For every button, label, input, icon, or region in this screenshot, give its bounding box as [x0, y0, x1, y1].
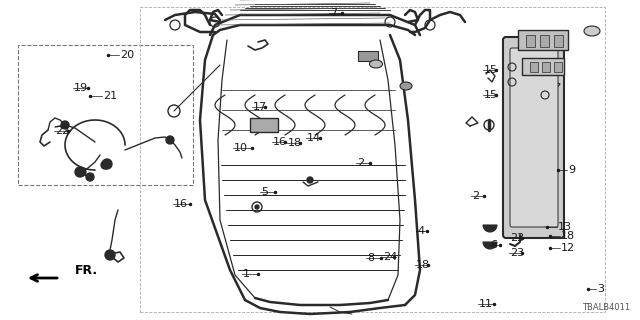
- Text: 12: 12: [561, 243, 575, 253]
- Text: 9: 9: [568, 165, 575, 175]
- Text: 4: 4: [417, 226, 424, 236]
- Text: 24: 24: [383, 252, 397, 262]
- Circle shape: [105, 250, 115, 260]
- Circle shape: [255, 205, 259, 209]
- Bar: [358, 51, 378, 61]
- Text: 18: 18: [561, 231, 575, 241]
- Text: 19: 19: [74, 83, 88, 93]
- Ellipse shape: [369, 60, 383, 68]
- Circle shape: [78, 168, 86, 176]
- Text: 23: 23: [510, 233, 524, 243]
- Circle shape: [61, 121, 69, 129]
- Circle shape: [86, 173, 94, 181]
- Bar: [250, 118, 278, 132]
- Bar: [542, 62, 550, 72]
- Bar: [554, 62, 562, 72]
- Text: 11: 11: [479, 299, 493, 309]
- Text: 10: 10: [234, 143, 248, 153]
- Text: 3: 3: [597, 284, 604, 294]
- Text: 23: 23: [510, 248, 524, 258]
- Bar: [518, 30, 568, 50]
- Text: 15: 15: [484, 90, 498, 100]
- Wedge shape: [483, 225, 497, 232]
- Text: 14: 14: [307, 133, 321, 143]
- Text: 16: 16: [174, 199, 188, 209]
- Text: 13: 13: [558, 222, 572, 232]
- Text: FR.: FR.: [75, 265, 98, 277]
- Text: 17: 17: [253, 102, 267, 112]
- Text: 22: 22: [55, 126, 69, 136]
- Text: 15: 15: [484, 65, 498, 75]
- Bar: [522, 58, 564, 75]
- Circle shape: [75, 167, 85, 177]
- Text: 5: 5: [261, 187, 268, 197]
- Wedge shape: [483, 242, 497, 249]
- Text: 2: 2: [472, 191, 479, 201]
- Text: 21: 21: [103, 91, 117, 101]
- Circle shape: [307, 177, 313, 183]
- Text: 1: 1: [243, 269, 250, 279]
- Text: 6: 6: [490, 240, 497, 250]
- Text: 18: 18: [416, 260, 430, 270]
- Text: 20: 20: [120, 50, 134, 60]
- Bar: [18, 45, 193, 185]
- Text: 2: 2: [357, 158, 364, 168]
- Text: TBALB4011: TBALB4011: [582, 303, 630, 312]
- FancyBboxPatch shape: [510, 48, 558, 227]
- Text: 7: 7: [330, 8, 337, 18]
- Text: 8: 8: [367, 253, 374, 263]
- Circle shape: [102, 159, 112, 169]
- Circle shape: [101, 161, 109, 169]
- Bar: [540, 35, 549, 47]
- Circle shape: [166, 136, 174, 144]
- Bar: [526, 35, 535, 47]
- Ellipse shape: [400, 82, 412, 90]
- Bar: [530, 62, 538, 72]
- Bar: [554, 35, 563, 47]
- Ellipse shape: [584, 26, 600, 36]
- Text: 18: 18: [288, 138, 302, 148]
- FancyBboxPatch shape: [503, 37, 564, 238]
- Bar: [140, 7, 605, 312]
- Text: 16: 16: [273, 137, 287, 147]
